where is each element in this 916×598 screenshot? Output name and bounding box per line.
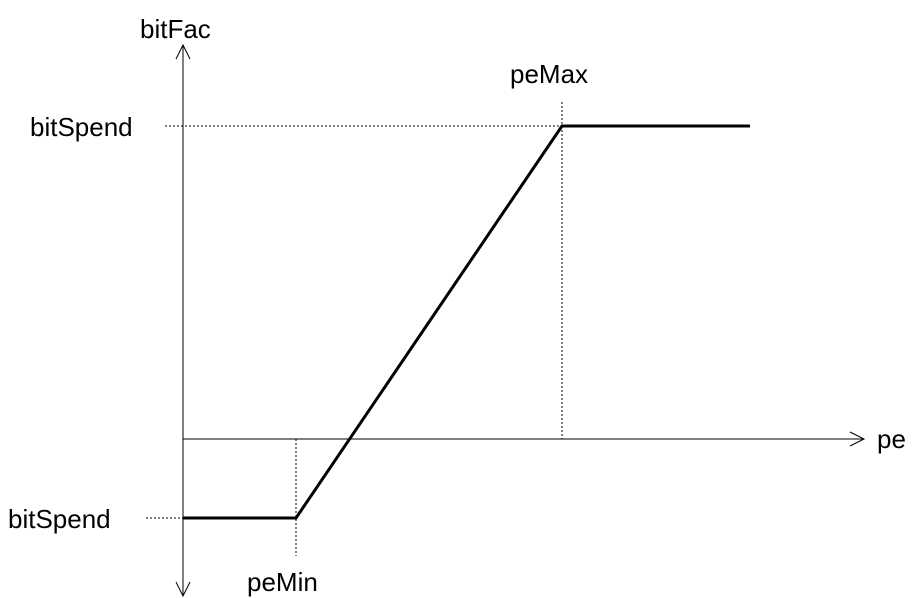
bitfac-curve <box>183 124 750 520</box>
x-axis <box>183 431 866 447</box>
pe-min-label: peMin <box>247 567 318 597</box>
x-axis-arrow-right <box>849 431 866 447</box>
y-axis-arrow-down <box>175 581 191 598</box>
upper-level-label: bitSpend <box>30 112 133 142</box>
y-axis <box>175 43 191 598</box>
y-axis-arrow-up <box>175 43 191 60</box>
lower-level-label: bitSpend <box>8 504 111 534</box>
y-axis-label: bitFac <box>140 14 211 44</box>
x-axis-label: pe <box>877 424 906 454</box>
pe-max-label: peMax <box>510 59 588 89</box>
